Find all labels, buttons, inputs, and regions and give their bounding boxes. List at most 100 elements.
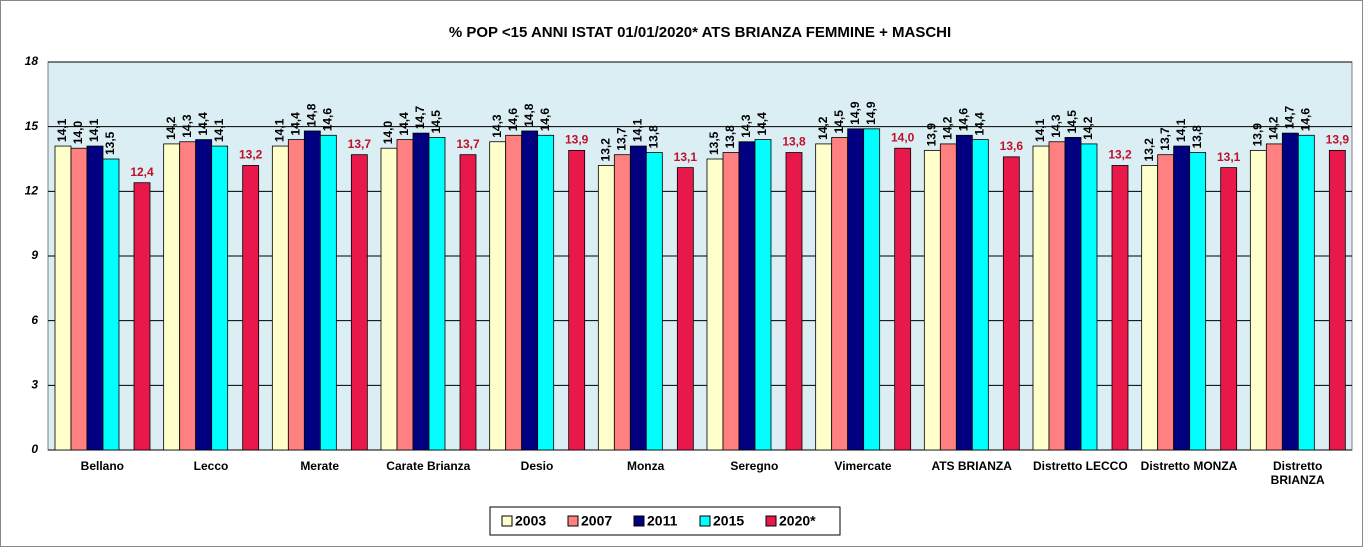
bar — [676, 167, 694, 451]
legend-swatch — [501, 515, 513, 527]
bar — [815, 143, 833, 451]
legend-swatch — [633, 515, 645, 527]
legend-swatch — [699, 515, 711, 527]
data-label: 14,3 — [1049, 114, 1063, 138]
x-tick-label: Distretto LECCO — [1033, 459, 1128, 473]
data-label: 14,9 — [864, 101, 878, 125]
data-label: 14,1 — [631, 118, 645, 142]
data-label: 14,6 — [957, 108, 971, 132]
y-tick-label: 6 — [31, 313, 38, 327]
bar — [396, 139, 414, 451]
data-label: 13,7 — [348, 137, 372, 151]
bar — [738, 141, 756, 451]
data-label: 13,9 — [565, 133, 589, 147]
legend-label: 2007 — [581, 513, 612, 529]
bar — [847, 128, 865, 451]
data-label: 14,1 — [1174, 118, 1188, 142]
bar — [955, 134, 973, 451]
data-label: 14,8 — [522, 103, 536, 127]
x-tick-label: Distretto BRIANZA — [1271, 459, 1325, 487]
data-label: 13,2 — [1142, 138, 1156, 162]
chart-title: % POP <15 ANNI ISTAT 01/01/2020* ATS BRI… — [449, 24, 951, 41]
bar — [271, 145, 289, 451]
x-tick-label: ATS BRIANZA — [931, 459, 1012, 473]
bar — [505, 134, 523, 451]
bar — [1189, 152, 1207, 451]
data-label: 14,4 — [196, 112, 210, 136]
x-tick-label: Merate — [300, 459, 339, 473]
data-label: 14,7 — [413, 105, 427, 129]
bar — [1141, 165, 1159, 451]
data-label: 13,9 — [925, 123, 939, 147]
bar — [163, 143, 181, 451]
bar — [1002, 156, 1020, 451]
bar — [489, 141, 507, 451]
data-label: 12,4 — [130, 165, 154, 179]
data-label: 14,1 — [273, 118, 287, 142]
data-label: 14,2 — [1267, 116, 1281, 140]
bar — [521, 130, 539, 451]
bar — [1328, 149, 1346, 451]
x-tick-label: Bellano — [81, 459, 124, 473]
y-tick-label: 18 — [25, 54, 39, 68]
bar — [613, 154, 631, 451]
bar — [54, 145, 72, 451]
bar — [863, 128, 881, 451]
data-label: 14,6 — [321, 108, 335, 132]
bar — [1220, 167, 1238, 451]
bar — [380, 147, 398, 451]
data-label: 14,9 — [848, 101, 862, 125]
legend-label: 2020* — [779, 513, 816, 529]
y-tick-label: 12 — [25, 184, 39, 198]
y-tick-label: 9 — [31, 248, 38, 262]
data-label: 13,8 — [647, 125, 661, 149]
bar — [303, 130, 321, 451]
data-label: 14,4 — [397, 112, 411, 136]
bar — [939, 143, 957, 451]
data-label: 14,0 — [891, 130, 915, 144]
x-tick-label: Monza — [627, 459, 665, 473]
bar — [537, 134, 555, 451]
data-label: 13,8 — [723, 125, 737, 149]
legend-label: 2003 — [515, 513, 546, 529]
bar — [1249, 149, 1267, 451]
data-label: 14,2 — [816, 116, 830, 140]
bar — [629, 145, 647, 451]
x-tick-label: Desio — [521, 459, 554, 473]
bar — [645, 152, 663, 451]
x-tick-label: Lecco — [194, 459, 229, 473]
data-label: 13,8 — [1190, 125, 1204, 149]
bar — [1265, 143, 1283, 451]
data-label: 14,2 — [1081, 116, 1095, 140]
bar — [412, 132, 430, 451]
legend-label: 2015 — [713, 513, 744, 529]
bar — [971, 139, 989, 451]
bar — [211, 145, 229, 451]
data-label: 13,8 — [782, 135, 806, 149]
data-label: 14,3 — [490, 114, 504, 138]
bar — [287, 139, 305, 451]
data-label: 13,7 — [615, 127, 629, 151]
data-label: 14,7 — [1283, 105, 1297, 129]
data-label: 13,1 — [1217, 150, 1241, 164]
bar — [1157, 154, 1175, 451]
data-label: 14,3 — [180, 114, 194, 138]
y-tick-label: 0 — [31, 442, 38, 456]
bar — [754, 139, 772, 451]
data-label: 14,1 — [212, 118, 226, 142]
bar — [722, 152, 740, 451]
bar — [319, 134, 337, 451]
data-label: 13,5 — [103, 131, 117, 155]
data-label: 14,2 — [164, 116, 178, 140]
data-label: 13,5 — [707, 131, 721, 155]
data-label: 14,4 — [973, 112, 987, 136]
legend-box — [489, 506, 841, 536]
bar — [1173, 145, 1191, 451]
bar — [1111, 165, 1129, 451]
data-label: 14,8 — [305, 103, 319, 127]
bar — [86, 145, 104, 451]
bar — [179, 141, 197, 451]
data-label: 13,2 — [1108, 148, 1132, 162]
data-label: 13,7 — [1158, 127, 1172, 151]
